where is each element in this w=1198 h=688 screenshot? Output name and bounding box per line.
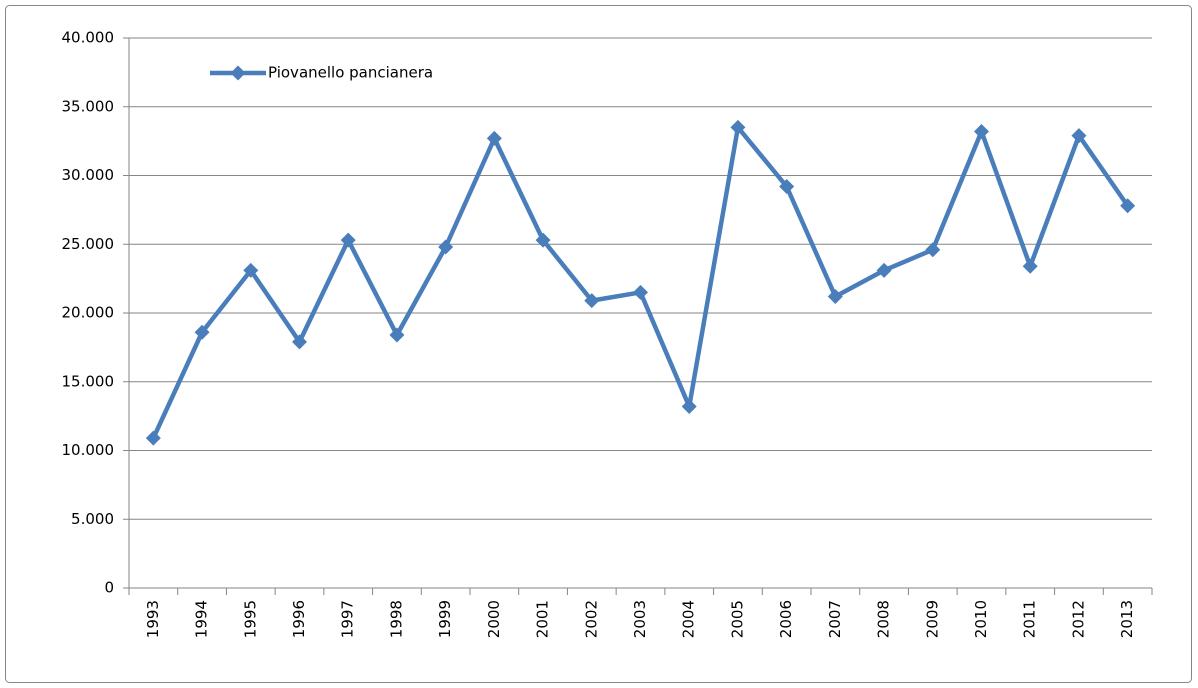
y-tick-label: 35.000: [62, 97, 115, 115]
data-point: [438, 239, 454, 255]
data-point: [535, 232, 551, 248]
data-point: [925, 242, 941, 258]
data-point: [681, 399, 697, 414]
x-tick-label: 1994: [193, 600, 211, 638]
y-tick-label: 30.000: [62, 166, 115, 184]
legend-marker: [230, 65, 246, 81]
x-tick-label: 2012: [1069, 600, 1087, 638]
x-tick-label: 2000: [485, 600, 503, 638]
x-tick-label: 1995: [241, 600, 259, 638]
data-point: [1120, 198, 1136, 214]
x-tick-label: 1993: [144, 600, 162, 638]
y-tick-label: 0: [104, 579, 114, 597]
y-tick-label: 15.000: [62, 372, 115, 390]
data-point: [974, 124, 989, 139]
legend-label: Piovanello pancianera: [268, 64, 433, 82]
data-point: [1022, 258, 1038, 274]
y-tick-label: 40.000: [62, 29, 115, 47]
data-point: [584, 293, 600, 309]
data-point: [243, 262, 259, 278]
x-tick-label: 1999: [436, 600, 454, 638]
x-tick-label: 2007: [826, 600, 844, 638]
x-tick-label: 2010: [972, 600, 990, 638]
x-tick-label: 2006: [777, 600, 795, 638]
data-point: [876, 262, 892, 278]
data-point: [779, 179, 795, 194]
data-point: [194, 324, 210, 340]
x-tick-label: 2001: [534, 600, 552, 638]
x-tick-label: 2005: [728, 600, 746, 638]
y-tick-label: 25.000: [62, 235, 115, 253]
x-tick-label: 1996: [290, 600, 308, 638]
x-tick-label: 2003: [631, 600, 649, 638]
x-tick-label: 2002: [582, 600, 600, 638]
data-point: [730, 119, 746, 135]
data-point: [340, 232, 356, 248]
x-tick-label: 1998: [387, 600, 405, 638]
y-tick-label: 5.000: [71, 510, 114, 528]
y-tick-label: 10.000: [62, 441, 115, 459]
x-tick-label: 2011: [1021, 600, 1039, 638]
x-tick-label: 2004: [680, 600, 698, 638]
x-tick-label: 2008: [875, 600, 893, 638]
data-point: [486, 130, 502, 146]
chart-frame: [5, 5, 1192, 683]
y-tick-label: 20.000: [62, 304, 115, 322]
x-tick-label: 2013: [1118, 600, 1136, 638]
data-point: [292, 334, 307, 350]
data-point: [389, 327, 405, 343]
x-tick-label: 1997: [339, 600, 357, 638]
data-point: [633, 284, 648, 300]
x-tick-label: 2009: [923, 600, 941, 638]
data-point: [1071, 128, 1087, 144]
data-point: [827, 289, 843, 304]
data-point: [145, 430, 161, 446]
